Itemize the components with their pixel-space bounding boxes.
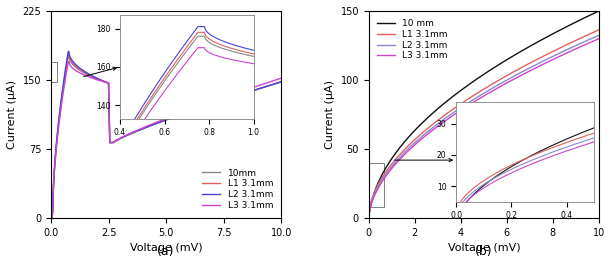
Line: L3 3.1mm: L3 3.1mm	[51, 62, 281, 218]
L3 3.1mm	[566, 50, 573, 53]
Legend: 10mm, L1 3.1mm, L2 3.1mm, L3 3.1mm: 10mm, L1 3.1mm, L2 3.1mm, L3 3.1mm	[199, 165, 277, 214]
10mm	[136, 128, 143, 132]
L1 3.1mm	[391, 159, 398, 162]
L3 3.1mm	[65, 60, 72, 63]
10 mm	[453, 92, 461, 95]
Line: L2 3.1mm: L2 3.1mm	[368, 35, 599, 218]
Text: (b): (b)	[475, 246, 493, 258]
L1 3.1mm	[73, 66, 81, 69]
Legend: 10 mm, L1 3.1mm, L2 3.1mm, L3 3.1mm: 10 mm, L1 3.1mm, L2 3.1mm, L3 3.1mm	[373, 15, 451, 64]
L1 3.1mm	[277, 80, 285, 84]
10 mm	[405, 135, 412, 139]
L3 3.1mm	[591, 39, 598, 42]
Line: L1 3.1mm: L1 3.1mm	[51, 54, 281, 218]
10mm	[47, 217, 54, 220]
L2 3.1mm	[136, 128, 143, 132]
L2 3.1mm	[463, 102, 471, 105]
L2 3.1mm	[73, 64, 81, 68]
L2 3.1mm	[566, 47, 573, 50]
L1 3.1mm	[248, 89, 256, 93]
L3 3.1mm	[248, 86, 256, 89]
L2 3.1mm	[405, 147, 412, 150]
L1 3.1mm	[88, 74, 95, 77]
Line: 10 mm: 10 mm	[368, 11, 599, 218]
L3 3.1mm	[277, 77, 285, 80]
Text: (a): (a)	[157, 246, 175, 258]
L2 3.1mm	[591, 36, 598, 39]
L1 3.1mm	[405, 144, 412, 147]
10mm	[146, 124, 153, 128]
L2 3.1mm	[146, 124, 153, 128]
10 mm	[365, 217, 372, 220]
Line: L2 3.1mm: L2 3.1mm	[51, 51, 281, 218]
L3 3.1mm	[463, 105, 471, 108]
L1 3.1mm	[47, 217, 54, 220]
L2 3.1mm	[88, 74, 95, 77]
L1 3.1mm	[65, 53, 72, 56]
L3 3.1mm	[391, 163, 398, 166]
L2 3.1mm	[391, 161, 398, 164]
L2 3.1mm	[453, 109, 461, 112]
L3 3.1mm	[595, 37, 603, 40]
L1 3.1mm	[453, 105, 461, 108]
10mm	[273, 82, 280, 85]
L2 3.1mm	[595, 34, 603, 37]
L1 3.1mm	[146, 124, 153, 128]
L2 3.1mm	[365, 217, 372, 220]
L3 3.1mm	[453, 111, 461, 114]
Y-axis label: Current (μA): Current (μA)	[7, 80, 17, 149]
L3 3.1mm	[273, 78, 280, 81]
Line: 10mm: 10mm	[51, 56, 281, 218]
L2 3.1mm	[273, 82, 280, 85]
L3 3.1mm	[88, 76, 95, 79]
Bar	[51, 62, 57, 82]
Bar	[368, 163, 384, 207]
L2 3.1mm	[277, 80, 285, 84]
10 mm	[463, 84, 471, 88]
Y-axis label: Current (μA): Current (μA)	[325, 80, 335, 149]
L1 3.1mm	[273, 82, 280, 85]
L1 3.1mm	[595, 28, 603, 31]
L2 3.1mm	[47, 217, 54, 220]
10 mm	[595, 9, 603, 13]
L2 3.1mm	[248, 89, 256, 93]
L3 3.1mm	[136, 128, 143, 131]
10 mm	[566, 24, 573, 27]
L3 3.1mm	[47, 217, 54, 220]
L3 3.1mm	[146, 123, 153, 127]
L1 3.1mm	[566, 42, 573, 45]
L3 3.1mm	[365, 218, 372, 221]
10mm	[73, 67, 81, 70]
L1 3.1mm	[365, 215, 372, 218]
10mm	[88, 75, 95, 78]
X-axis label: Voltage (mV): Voltage (mV)	[447, 243, 520, 253]
L3 3.1mm	[405, 149, 412, 152]
L1 3.1mm	[591, 30, 598, 34]
10mm	[277, 80, 285, 84]
Line: L1 3.1mm: L1 3.1mm	[368, 30, 599, 217]
10 mm	[591, 11, 598, 15]
L2 3.1mm	[65, 50, 72, 53]
10mm	[65, 55, 72, 58]
L1 3.1mm	[136, 128, 143, 132]
L1 3.1mm	[463, 98, 471, 101]
10 mm	[391, 152, 398, 156]
10mm	[248, 89, 256, 93]
X-axis label: Voltage (mV): Voltage (mV)	[130, 243, 203, 253]
Line: L3 3.1mm: L3 3.1mm	[368, 39, 599, 219]
L3 3.1mm	[73, 70, 81, 73]
